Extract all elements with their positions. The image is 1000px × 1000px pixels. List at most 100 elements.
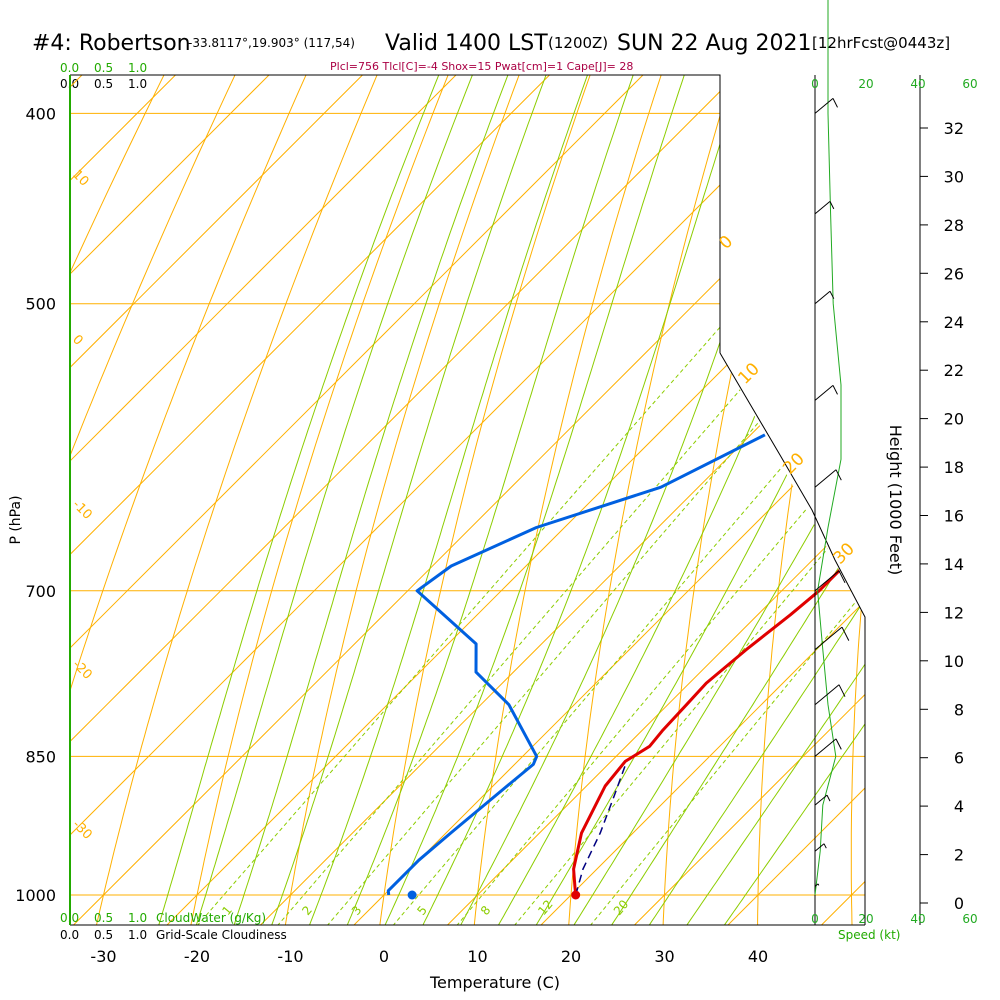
speed-tick-top: 20 bbox=[858, 77, 873, 91]
moist-adiabat bbox=[491, 75, 865, 925]
mixing-ratio-label: 12 bbox=[535, 897, 556, 918]
temp-tick-label: 20 bbox=[561, 947, 581, 966]
plot-border-right bbox=[719, 352, 866, 925]
moist-adiabat bbox=[341, 75, 786, 925]
speed-tick-bottom: 0 bbox=[811, 912, 819, 926]
dry-adiabat bbox=[662, 75, 865, 925]
dry-adiabat-label: -20 bbox=[69, 657, 95, 683]
moist-adiabat bbox=[416, 75, 865, 925]
wind-barb bbox=[814, 738, 837, 757]
height-tick-label: 28 bbox=[944, 216, 964, 235]
wind-barb-flag bbox=[829, 201, 835, 210]
temperature-line bbox=[572, 75, 865, 896]
isotherm-line bbox=[70, 75, 865, 925]
height-tick-label: 24 bbox=[944, 313, 964, 332]
dry-adiabat bbox=[377, 75, 746, 925]
sounding-series bbox=[386, 75, 865, 900]
cloud-bottom-black-0: 0.0 bbox=[60, 928, 79, 942]
dry-adiabat-label: 10 bbox=[69, 167, 91, 189]
height-tick-label: 30 bbox=[944, 167, 964, 186]
wind-barb-flag bbox=[835, 738, 842, 750]
cloud-bottom-green-0: 0.0 bbox=[60, 911, 79, 925]
y-axis-title: P (hPa) bbox=[8, 495, 24, 544]
chart-title: #4: Robertson -33.8117°,19.903° (117,54)… bbox=[32, 31, 950, 73]
isotherm-line bbox=[435, 75, 865, 925]
moist-adiabat bbox=[267, 75, 710, 925]
mixing-ratio-line bbox=[580, 113, 865, 925]
height-tick-label: 10 bbox=[944, 652, 964, 671]
mixing-ratio-label: 20 bbox=[611, 897, 632, 918]
utc-time: (1200Z) bbox=[548, 34, 608, 52]
height-tick-label: 4 bbox=[954, 797, 964, 816]
saturated-adiabat-label: 0 bbox=[715, 232, 737, 254]
height-tick-label: 14 bbox=[944, 555, 964, 574]
pressure-tick-500: 500 bbox=[25, 295, 56, 314]
cloud-tick-green-2: 1.0 bbox=[128, 61, 147, 75]
mixing-ratio-line bbox=[447, 113, 865, 925]
dry-adiabat bbox=[70, 75, 498, 925]
height-tick-label: 2 bbox=[954, 846, 964, 865]
isotherm-line bbox=[70, 75, 761, 925]
cloud-tick-green-1: 0.5 bbox=[94, 61, 113, 75]
wind-barb bbox=[814, 98, 834, 114]
isotherm-line bbox=[622, 75, 865, 925]
valid-time: Valid 1400 LST bbox=[385, 31, 548, 56]
temp-tick-label: 0 bbox=[379, 947, 389, 966]
isotherm-line bbox=[70, 75, 865, 925]
x-axis-title: Temperature (C) bbox=[429, 973, 560, 992]
wind-barb bbox=[814, 385, 834, 401]
plot-border-top bbox=[70, 74, 721, 353]
surface-temperature-marker bbox=[571, 890, 581, 900]
cloud-bottom-green-2: 1.0 bbox=[128, 911, 147, 925]
height-axis-title: Height (1000 Feet) bbox=[886, 425, 905, 576]
isotherm-line bbox=[70, 75, 865, 925]
isotherm-line bbox=[70, 75, 387, 925]
moist-adiabat bbox=[304, 75, 746, 925]
isotherm-line bbox=[70, 75, 854, 925]
station-name: #4: Robertson bbox=[32, 31, 191, 56]
moist-adiabat bbox=[715, 75, 865, 925]
wind-barb-flag bbox=[838, 570, 846, 584]
dewpoint-line bbox=[386, 75, 865, 896]
wind-barb-flag bbox=[835, 469, 842, 481]
isotherm-line bbox=[70, 75, 480, 925]
pressure-tick-400: 400 bbox=[25, 104, 56, 123]
wind-barb bbox=[814, 570, 840, 592]
dry-adiabat-label: -30 bbox=[69, 817, 95, 843]
temp-tick-label: -20 bbox=[184, 947, 210, 966]
speed-tick-bottom: 60 bbox=[962, 912, 977, 926]
mixing-ratio-line bbox=[504, 113, 865, 925]
moist-adiabat bbox=[603, 75, 865, 925]
moist-adiabat bbox=[154, 75, 616, 925]
isotherm-line bbox=[70, 75, 865, 925]
dry-adiabat bbox=[70, 75, 373, 925]
dry-adiabat bbox=[283, 75, 684, 925]
wind-barb-flag bbox=[841, 626, 850, 641]
temp-tick-label: 30 bbox=[654, 947, 674, 966]
height-tick-label: 16 bbox=[944, 507, 964, 526]
wind-barb bbox=[814, 684, 840, 706]
isotherm-line bbox=[529, 75, 865, 925]
dry-adiabat bbox=[567, 75, 865, 925]
wind-barb-flag bbox=[832, 385, 838, 395]
cloudwater-label: CloudWater (g/Kg) bbox=[156, 911, 266, 925]
wind-barb bbox=[814, 201, 831, 215]
parcel-line bbox=[574, 766, 626, 896]
plot-grid bbox=[70, 75, 865, 925]
cloud-bottom-green-1: 0.5 bbox=[94, 911, 113, 925]
dry-adiabat bbox=[188, 75, 622, 925]
moist-adiabat bbox=[454, 75, 865, 925]
wind-barb-flag bbox=[817, 883, 820, 886]
dry-adiabat-label: -10 bbox=[69, 497, 95, 523]
speed-tick-bottom: 40 bbox=[910, 912, 925, 926]
mixing-ratio-label: 8 bbox=[478, 903, 494, 918]
isotherm-line bbox=[155, 75, 865, 925]
isotherm-line bbox=[248, 75, 865, 925]
moist-adiabat bbox=[229, 75, 676, 925]
height-tick-label: 32 bbox=[944, 119, 964, 138]
wind-barb bbox=[814, 469, 837, 488]
mixing-ratio-line bbox=[267, 113, 865, 925]
height-tick-label: 0 bbox=[954, 894, 964, 913]
